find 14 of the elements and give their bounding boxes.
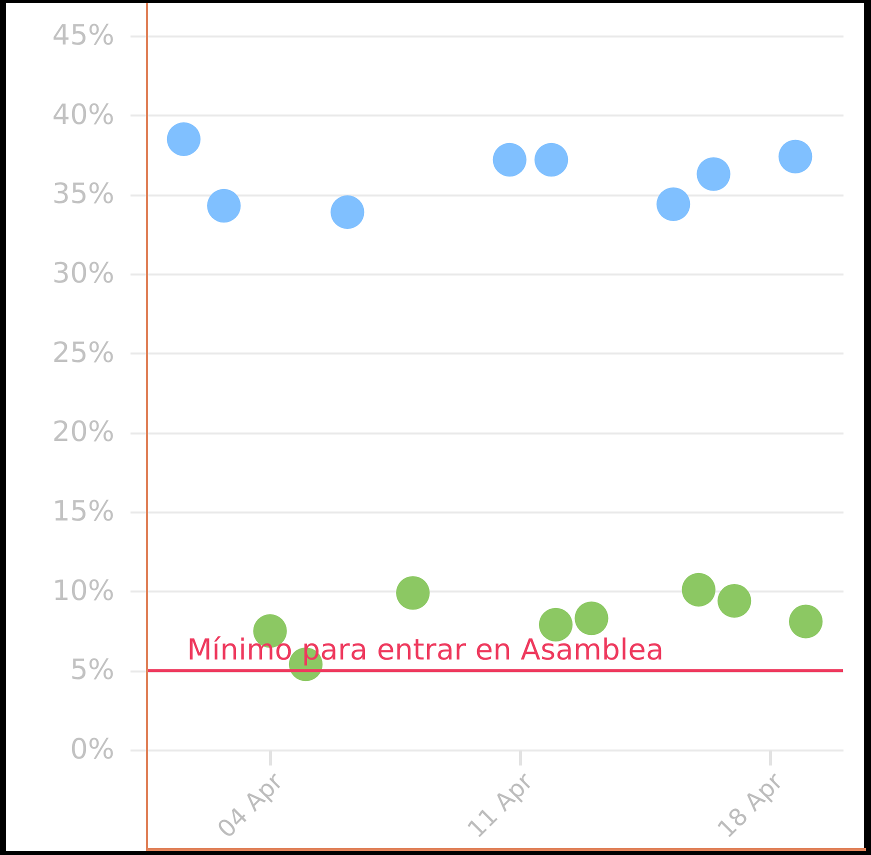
y-tick-label: 20% xyxy=(52,415,114,448)
y-tick-label: 35% xyxy=(52,177,114,210)
ref-line-label: Mínimo para entrar en Asamblea xyxy=(187,632,664,667)
y-tick-label: 40% xyxy=(52,98,114,131)
y-tick-label: 0% xyxy=(70,732,114,766)
y-tick-label: 15% xyxy=(52,494,114,528)
x-tick-label: 04 Apr xyxy=(212,767,288,844)
y-tick-label: 45% xyxy=(52,18,114,52)
x-tick-label: 18 Apr xyxy=(712,767,788,844)
y-tick-label: 5% xyxy=(70,653,114,686)
x-tick-label: 11 Apr xyxy=(462,767,538,844)
y-tick-label: 30% xyxy=(52,256,114,290)
y-tick-label: 25% xyxy=(52,336,114,369)
y-tick-label: 10% xyxy=(52,574,114,607)
